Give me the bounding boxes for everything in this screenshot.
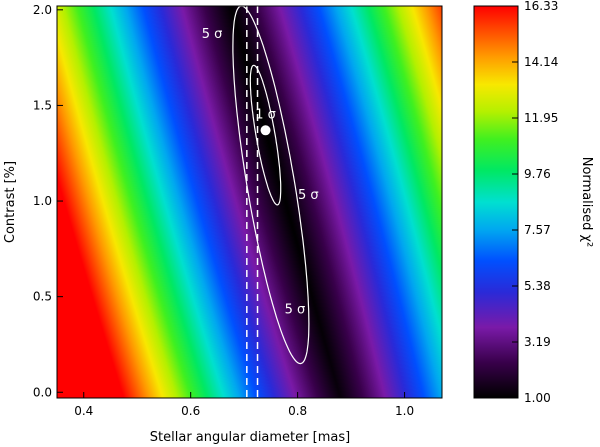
y-tick-label: 1.5 (33, 98, 52, 112)
y-tick-label: 2.0 (33, 3, 52, 17)
y-tick-label: 0.0 (33, 385, 52, 399)
contour-1 (249, 64, 282, 206)
contour-label-2: 1 σ (255, 107, 276, 122)
y-axis-title: Contrast [%] (3, 161, 18, 243)
x-axis: 0.4 0.6 0.8 1.0 (74, 392, 414, 418)
plot-frame (56, 5, 443, 399)
contour-label-3: 5 σ (298, 188, 319, 203)
dashed-vertical-lines (246, 6, 259, 398)
colorbar-ticks: 1.00 3.19 5.38 7.57 9.76 11.95 14.14 16.33 (512, 0, 558, 405)
contour-labels: 5 σ 1 σ 5 σ 5 σ (202, 27, 319, 317)
x-tick-label: 0.4 (74, 404, 93, 418)
colorbar-tick-label: 5.38 (524, 279, 551, 293)
colorbar-tick-label: 9.76 (524, 167, 551, 181)
x-tick-label: 0.8 (288, 404, 307, 418)
colorbar-tick-label: 1.00 (524, 391, 551, 405)
colorbar-tick-label: 14.14 (524, 55, 558, 69)
x-axis-title: Stellar angular diameter [mas] (150, 430, 350, 445)
colorbar-tick-label: 3.19 (524, 335, 551, 349)
y-tick-label: 0.5 (33, 290, 52, 304)
y-axis: 0.0 0.5 1.0 1.5 2.0 (33, 3, 63, 399)
x-tick-label: 1.0 (395, 404, 414, 418)
y-tick-label: 1.0 (33, 194, 52, 208)
colorbar-tick-label: 16.33 (524, 0, 558, 13)
contour-label-1: 5 σ (202, 27, 223, 42)
best-fit-point (260, 125, 271, 136)
colorbar-title: Normalised χ² (579, 157, 594, 248)
contour-label-4: 5 σ (285, 303, 306, 318)
colorbar (473, 5, 519, 399)
colorbar-tick-label: 11.95 (524, 111, 558, 125)
colorbar-tick-label: 7.57 (524, 223, 551, 237)
x-tick-label: 0.6 (181, 404, 200, 418)
